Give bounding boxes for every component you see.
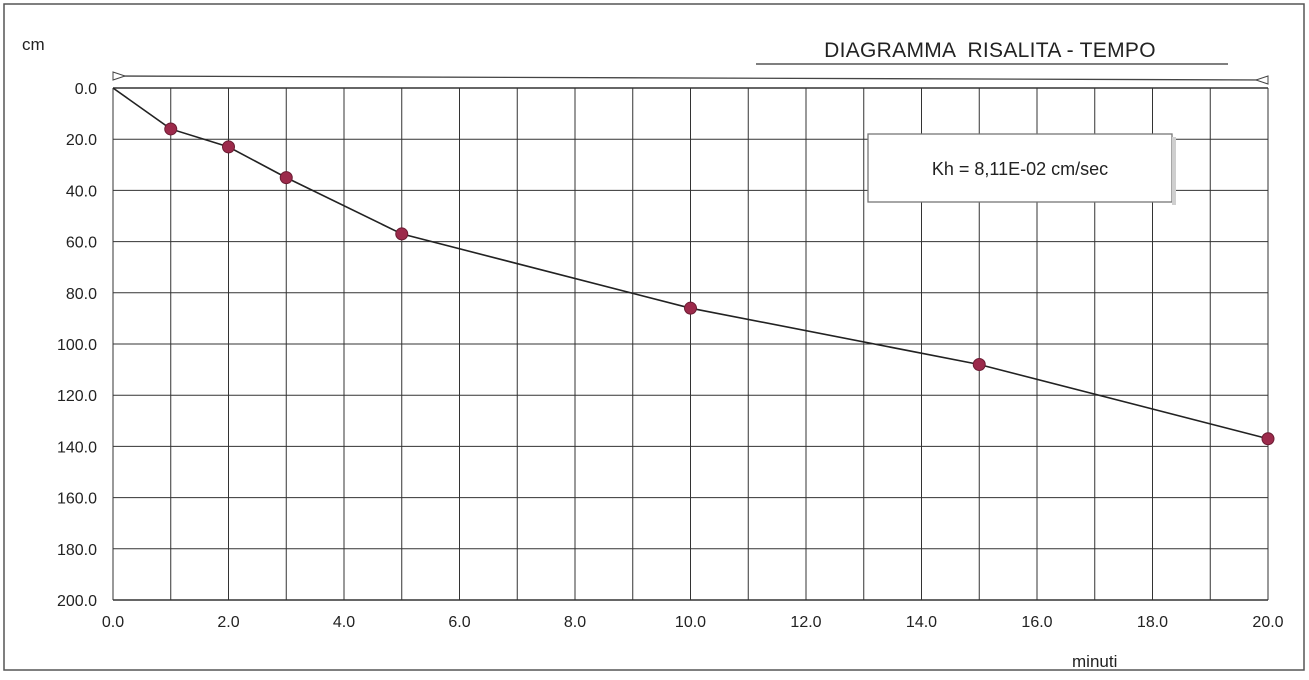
top-axis-left-arrow — [112, 71, 127, 81]
x-tick-label: 20.0 — [1252, 614, 1283, 631]
y-tick-label: 180.0 — [57, 542, 97, 559]
x-tick-label: 16.0 — [1021, 614, 1052, 631]
y-tick-label: 60.0 — [66, 235, 97, 252]
top-axis-right-arrow — [1254, 75, 1269, 85]
x-tick-label: 18.0 — [1137, 614, 1168, 631]
data-point — [684, 301, 697, 315]
x-tick-label: 12.0 — [790, 614, 821, 631]
x-tick-label: 0.0 — [102, 614, 124, 631]
x-tick-label: 10.0 — [675, 614, 706, 631]
data-point — [1261, 432, 1275, 446]
x-axis-unit: minuti — [1072, 652, 1117, 671]
top-axis-bar — [112, 75, 1269, 81]
kh-annotation: Kh = 8,11E-02 cm/sec — [932, 159, 1108, 179]
chart-title: DIAGRAMMA RISALITA - TEMPO — [824, 39, 1156, 62]
x-tick-label: 6.0 — [448, 614, 470, 631]
data-point — [972, 357, 986, 371]
y-tick-label: 0.0 — [75, 81, 97, 98]
kh-box-shadow — [1172, 137, 1176, 205]
kh-box — [867, 133, 1173, 203]
y-axis-unit: cm — [22, 35, 45, 54]
y-tick-label: 120.0 — [57, 388, 97, 405]
y-tick-label: 40.0 — [66, 183, 97, 200]
series-line — [112, 87, 1269, 440]
x-tick-label: 2.0 — [217, 614, 239, 631]
data-point — [164, 122, 178, 136]
y-tick-label: 100.0 — [57, 337, 97, 354]
y-tick-label: 200.0 — [57, 593, 97, 610]
data-point — [279, 171, 293, 185]
y-tick-label: 80.0 — [66, 286, 97, 303]
y-tick-label: 160.0 — [57, 491, 97, 508]
data-point — [222, 140, 235, 154]
x-tick-label: 4.0 — [333, 614, 355, 631]
y-tick-label: 140.0 — [57, 439, 97, 456]
tick-labels: 0.0 20.0 40.0 60.0 80.0 100.0 120.0 140.0 160.0 1… — [57, 81, 1284, 631]
x-tick-label: 8.0 — [564, 614, 586, 631]
x-tick-label: 14.0 — [906, 614, 937, 631]
data-series — [112, 87, 1275, 446]
chart-border — [3, 3, 1305, 671]
y-tick-label: 20.0 — [66, 132, 97, 149]
data-point — [395, 227, 409, 241]
